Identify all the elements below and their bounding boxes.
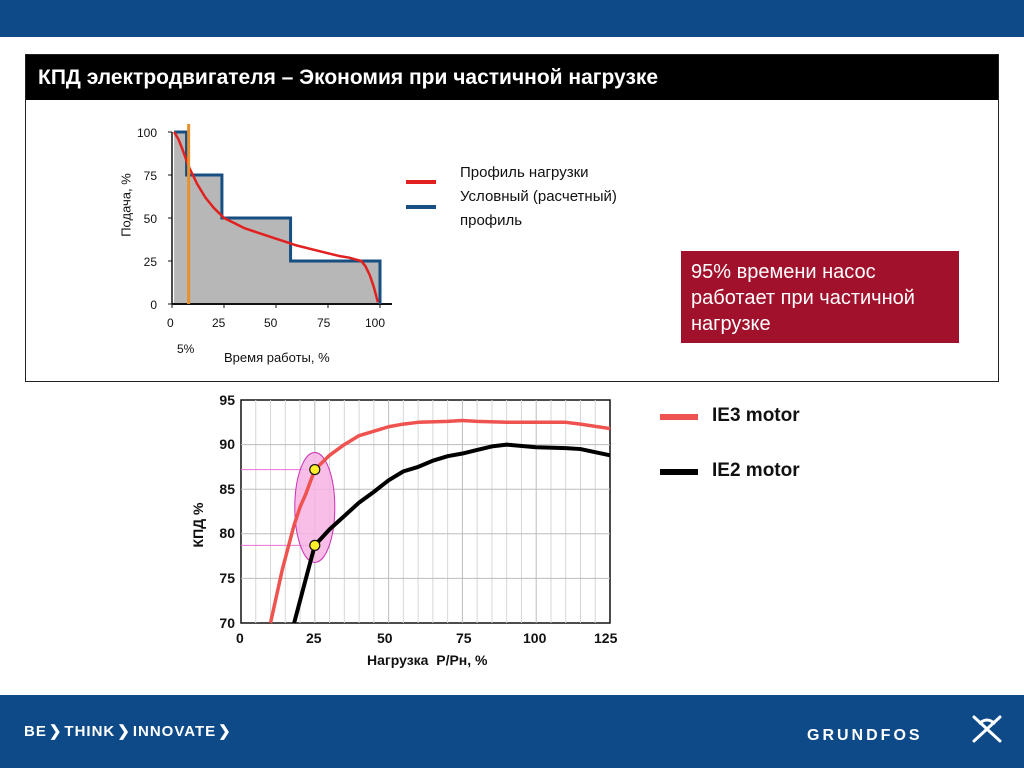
y-tick-label: 75: [143, 169, 157, 183]
y-tick-label: 75: [219, 570, 235, 586]
chevron-right-icon: ❯: [218, 723, 232, 740]
x-tick-label: 50: [264, 316, 278, 330]
legend-label-ie2: IE2 motor: [712, 460, 800, 481]
y-tick-label: 50: [143, 212, 157, 226]
x-tick-label: 25: [306, 630, 322, 646]
callout-line: работает при частичной: [691, 287, 915, 309]
y-tick-label: 85: [219, 481, 235, 497]
y-axis-title: Подача, %: [118, 173, 134, 237]
marker-label: 5%: [177, 342, 195, 356]
y-tick-label: 90: [219, 436, 235, 452]
ie2-efficiency-line: [292, 442, 611, 624]
legend-label-ie3: IE3 motor: [712, 405, 800, 426]
callout-line: нагрузке: [691, 313, 771, 335]
conditional-profile-line: [174, 130, 382, 304]
load-profile-chart: [168, 124, 392, 308]
legend-swatch-ie2: [660, 469, 698, 475]
y-axis-title: КПД %: [190, 502, 206, 548]
grundfos-logo-icon: [972, 715, 1002, 743]
slogan-innovate: INNOVATE: [132, 723, 217, 740]
highlight-point: [309, 539, 321, 551]
x-tick-label: 0: [167, 316, 174, 330]
legend-swatch-load-profile: [406, 180, 436, 184]
slogan-be: BE: [24, 723, 47, 740]
x-tick-label: 0: [236, 630, 244, 646]
slogan: BE ❯ THINK ❯ INNOVATE ❯: [24, 722, 234, 740]
x-tick-label: 125: [594, 630, 618, 646]
x-tick-label: 100: [523, 630, 547, 646]
legend-label-load-profile: Профиль нагрузки: [460, 164, 589, 181]
y-tick-label: 100: [136, 126, 157, 140]
legend-swatch-ie3: [660, 414, 698, 420]
footer-bar: BE ❯ THINK ❯ INNOVATE ❯ GRUNDFOS: [0, 695, 1024, 768]
legend-label-conditional-profile-cont: профиль: [460, 212, 523, 229]
efficiency-chart: [240, 399, 611, 624]
legend-swatch-conditional-profile: [406, 205, 436, 209]
ie3-efficiency-line: [268, 418, 611, 624]
brand-logo-text: GRUNDFOS: [807, 727, 923, 744]
y-tick-label: 80: [219, 525, 235, 541]
top-chart-frame: КПД электродвигателя – Экономия при част…: [25, 54, 999, 382]
chevron-right-icon: ❯: [117, 723, 131, 740]
chevron-right-icon: ❯: [48, 723, 63, 740]
y-tick-label: 25: [143, 255, 157, 269]
top-bar: [0, 0, 1024, 37]
y-tick-label: 95: [219, 392, 235, 408]
x-tick-label: 75: [317, 316, 331, 330]
y-tick-label: 0: [150, 298, 157, 312]
top-legend: Профиль нагрузки Условный (расчетный) пр…: [460, 161, 617, 233]
callout-box: 95% времени насос работает при частичной…: [681, 251, 959, 343]
slogan-think: THINK: [64, 723, 116, 740]
x-tick-label: 50: [377, 630, 393, 646]
highlight-point: [309, 463, 321, 476]
x-tick-label: 25: [212, 316, 226, 330]
page-title: КПД электродвигателя – Экономия при част…: [26, 55, 998, 100]
load-profile-line: [173, 131, 380, 303]
x-tick-label: 75: [456, 630, 472, 646]
x-tick-label: 100: [365, 316, 386, 330]
x-axis-title: Нагрузка Р/Рн, %: [367, 652, 488, 668]
x-axis-title: Время работы, %: [224, 350, 330, 365]
y-tick-label: 70: [219, 615, 235, 631]
callout-line: 95% времени насос: [691, 261, 876, 283]
legend-label-conditional-profile: Условный (расчетный): [460, 188, 617, 205]
